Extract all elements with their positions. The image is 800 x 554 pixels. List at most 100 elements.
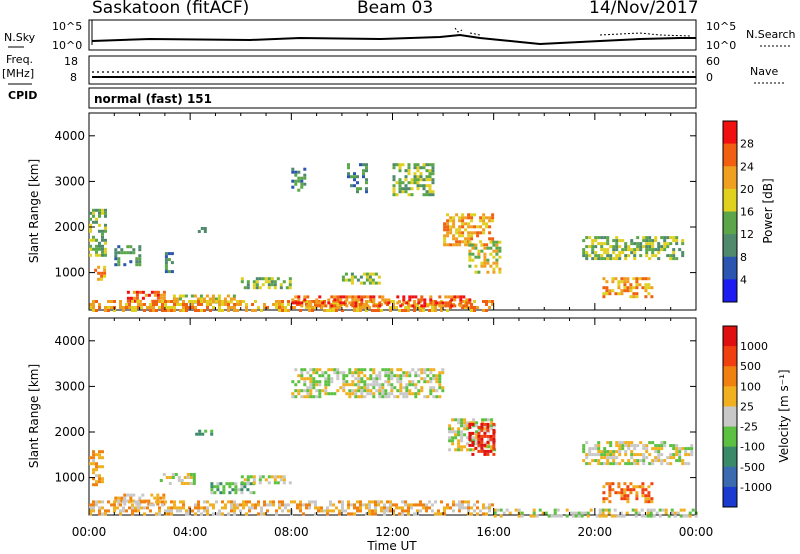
velocity-echo-cell: [612, 456, 616, 460]
power-echo-cell: [621, 248, 625, 252]
power-echo-cell: [459, 301, 463, 305]
power-echo-cell: [422, 306, 425, 309]
velocity-echo-cell: [420, 386, 424, 390]
velocity-echo-cell: [670, 508, 674, 512]
velocity-echo-cell: [582, 444, 586, 448]
power-echo-cell: [477, 249, 481, 253]
velocity-echo-cell: [303, 377, 307, 381]
power-echo-cell: [498, 249, 502, 253]
power-echo-cell: [488, 219, 492, 223]
power-echo-cell: [498, 270, 502, 274]
velocity-echo-cell: [487, 439, 491, 443]
velocity-echo-cell: [176, 509, 179, 513]
velocity-echo-cell: [624, 450, 628, 454]
power-echo-cell: [416, 178, 420, 182]
power-echo-cell: [341, 275, 345, 279]
velocity-echo-cell: [634, 514, 638, 518]
velocity-echo-cell: [651, 462, 655, 466]
velocity-echo-cell: [402, 392, 406, 396]
velocity-echo-cell: [95, 503, 98, 507]
power-echo-cell: [229, 297, 233, 301]
power-echo-cell: [642, 239, 646, 243]
power-echo-cell: [353, 172, 356, 176]
velocity-echo-cell: [95, 500, 98, 504]
velocity-echo-cell: [356, 500, 359, 504]
velocity-echo-cell: [663, 459, 667, 463]
power-echo-cell: [258, 286, 262, 290]
velocity-echo-cell: [458, 503, 461, 507]
velocity-echo-cell: [375, 383, 379, 387]
power-echo-cell: [92, 235, 95, 239]
power-echo-cell: [621, 239, 625, 243]
velocity-echo-cell: [363, 374, 367, 378]
velocity-echo-cell: [399, 386, 403, 390]
velocity-echo-cell: [359, 509, 362, 513]
power-echo-cell: [407, 306, 410, 309]
velocity-echo-cell: [687, 453, 691, 457]
velocity-echo-cell: [381, 386, 385, 390]
power-echo-cell: [446, 219, 450, 223]
velocity-echo-cell: [210, 488, 214, 492]
velocity-echo-cell: [429, 368, 433, 372]
power-echo-cell: [342, 295, 346, 299]
velocity-echo-cell: [272, 503, 275, 507]
velocity-echo-cell: [691, 508, 695, 512]
power-echo-cell: [185, 309, 188, 312]
velocity-echo-cell: [654, 456, 658, 460]
power-echo-cell: [672, 236, 676, 240]
power-echo-cell: [483, 255, 487, 259]
velocity-echo-cell: [368, 506, 371, 510]
velocity-echo-cell: [466, 436, 470, 440]
velocity-echo-cell: [278, 503, 281, 507]
power-ytick-label: 3000: [54, 174, 85, 188]
power-echo-cell: [495, 258, 499, 262]
velocity-echo-cell: [632, 485, 636, 489]
velocity-echo-cell: [329, 500, 332, 504]
velocity-echo-cell: [191, 509, 194, 513]
power-echo-cell: [585, 257, 589, 261]
velocity-echo-cell: [490, 424, 494, 428]
velocity-echo-cell: [438, 371, 442, 375]
velocity-echo-cell: [396, 368, 400, 372]
velocity-echo-cell: [630, 441, 634, 445]
velocity-echo-cell: [197, 509, 200, 513]
power-echo-cell: [255, 277, 259, 281]
velocity-echo-cell: [246, 488, 250, 492]
power-echo-cell: [648, 245, 652, 249]
power-echo-cell: [173, 303, 176, 306]
velocity-echo-cell: [305, 503, 308, 507]
power-echo-cell: [452, 219, 456, 223]
velocity-echo-cell: [463, 421, 467, 425]
power-echo-cell: [318, 295, 322, 299]
power-echo-cell: [636, 236, 640, 240]
velocity-echo-cell: [402, 374, 406, 378]
power-echo-cell: [365, 309, 368, 312]
power-echo-cell: [431, 190, 435, 194]
velocity-echo-cell: [234, 488, 238, 492]
velocity-echo-cell: [467, 503, 470, 507]
power-echo-cell: [266, 306, 269, 309]
velocity-echo-cell: [287, 509, 290, 513]
power-echo-cell: [209, 309, 212, 312]
velocity-echo-cell: [156, 502, 160, 506]
velocity-echo-cell: [457, 433, 461, 437]
velocity-echo-cell: [158, 512, 161, 516]
velocity-echo-cell: [330, 377, 334, 381]
velocity-echo-cell: [398, 512, 401, 516]
velocity-echo-cell: [468, 425, 472, 429]
velocity-echo-cell: [482, 506, 485, 510]
velocity-echo-cell: [341, 506, 344, 510]
velocity-echo-cell: [466, 448, 470, 452]
velocity-echo-cell: [603, 450, 607, 454]
velocity-echo-cell: [609, 444, 613, 448]
velocity-echo-cell: [405, 383, 409, 387]
velocity-echo-cell: [585, 441, 589, 445]
velocity-echo-cell: [597, 450, 601, 454]
power-echo-cell: [603, 242, 607, 246]
velocity-echo-cell: [478, 430, 482, 434]
power-echo-cell: [398, 190, 402, 194]
velocity-echo-cell: [606, 450, 610, 454]
velocity-echo-cell: [114, 496, 118, 500]
power-echo-cell: [431, 163, 435, 167]
power-echo-cell: [95, 220, 98, 224]
